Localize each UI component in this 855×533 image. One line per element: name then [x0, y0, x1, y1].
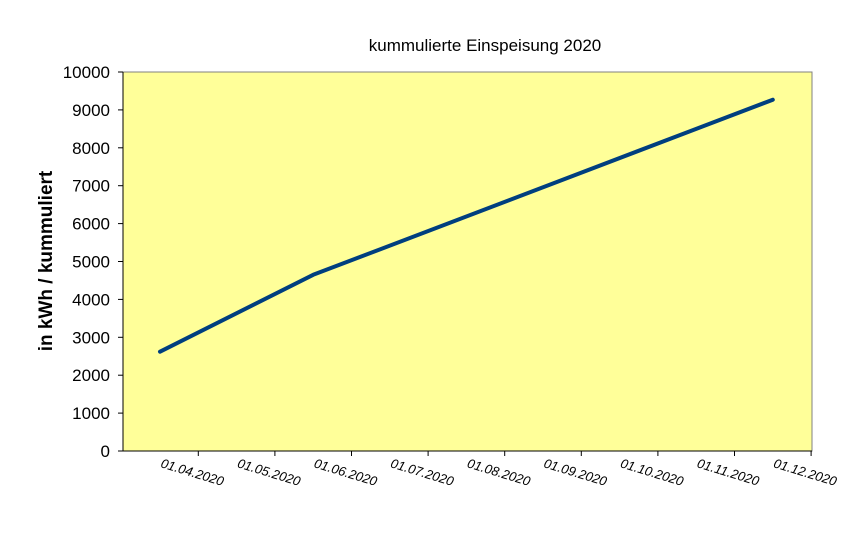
y-tick-label: 8000 [72, 139, 110, 158]
plot-area [122, 71, 813, 452]
x-tick-label: 01.08.2020 [466, 456, 533, 490]
y-axis-label: in kWh / kummuliert [36, 170, 57, 351]
x-tick-label: 01.04.2020 [159, 456, 226, 490]
y-axis: 0 1000 2000 3000 4000 5000 6000 7000 8000 9000 100… [63, 63, 124, 461]
y-tick-label: 4000 [72, 290, 110, 309]
y-tick-label: 2000 [72, 366, 110, 385]
chart-title: kummulierte Einspeisung 2020 [369, 36, 601, 55]
y-tick-label: 5000 [72, 253, 110, 272]
x-tick-label: 01.11.2020 [695, 456, 761, 489]
y-tick-label: 1000 [72, 404, 110, 423]
y-tick-label: 10000 [63, 63, 110, 82]
x-axis: 01.04.2020 01.05.2020 01.06.2020 01.07.2020… [123, 450, 839, 490]
y-tick-label: 0 [101, 442, 110, 461]
x-tick-label: 01.05.2020 [236, 456, 303, 490]
x-tick-label: 01.09.2020 [542, 456, 609, 490]
x-tick-label: 01.06.2020 [312, 456, 379, 490]
series-layer [158, 97, 775, 354]
series-line [158, 97, 775, 354]
y-tick-label: 3000 [72, 328, 110, 347]
y-tick-label: 6000 [72, 215, 110, 234]
y-tick-label: 9000 [72, 101, 110, 120]
x-tick-label: 01.10.2020 [619, 456, 686, 490]
x-tick-label: 01.07.2020 [389, 456, 456, 490]
x-tick-label: 01.12.2020 [772, 456, 839, 490]
y-tick-label: 7000 [72, 177, 110, 196]
